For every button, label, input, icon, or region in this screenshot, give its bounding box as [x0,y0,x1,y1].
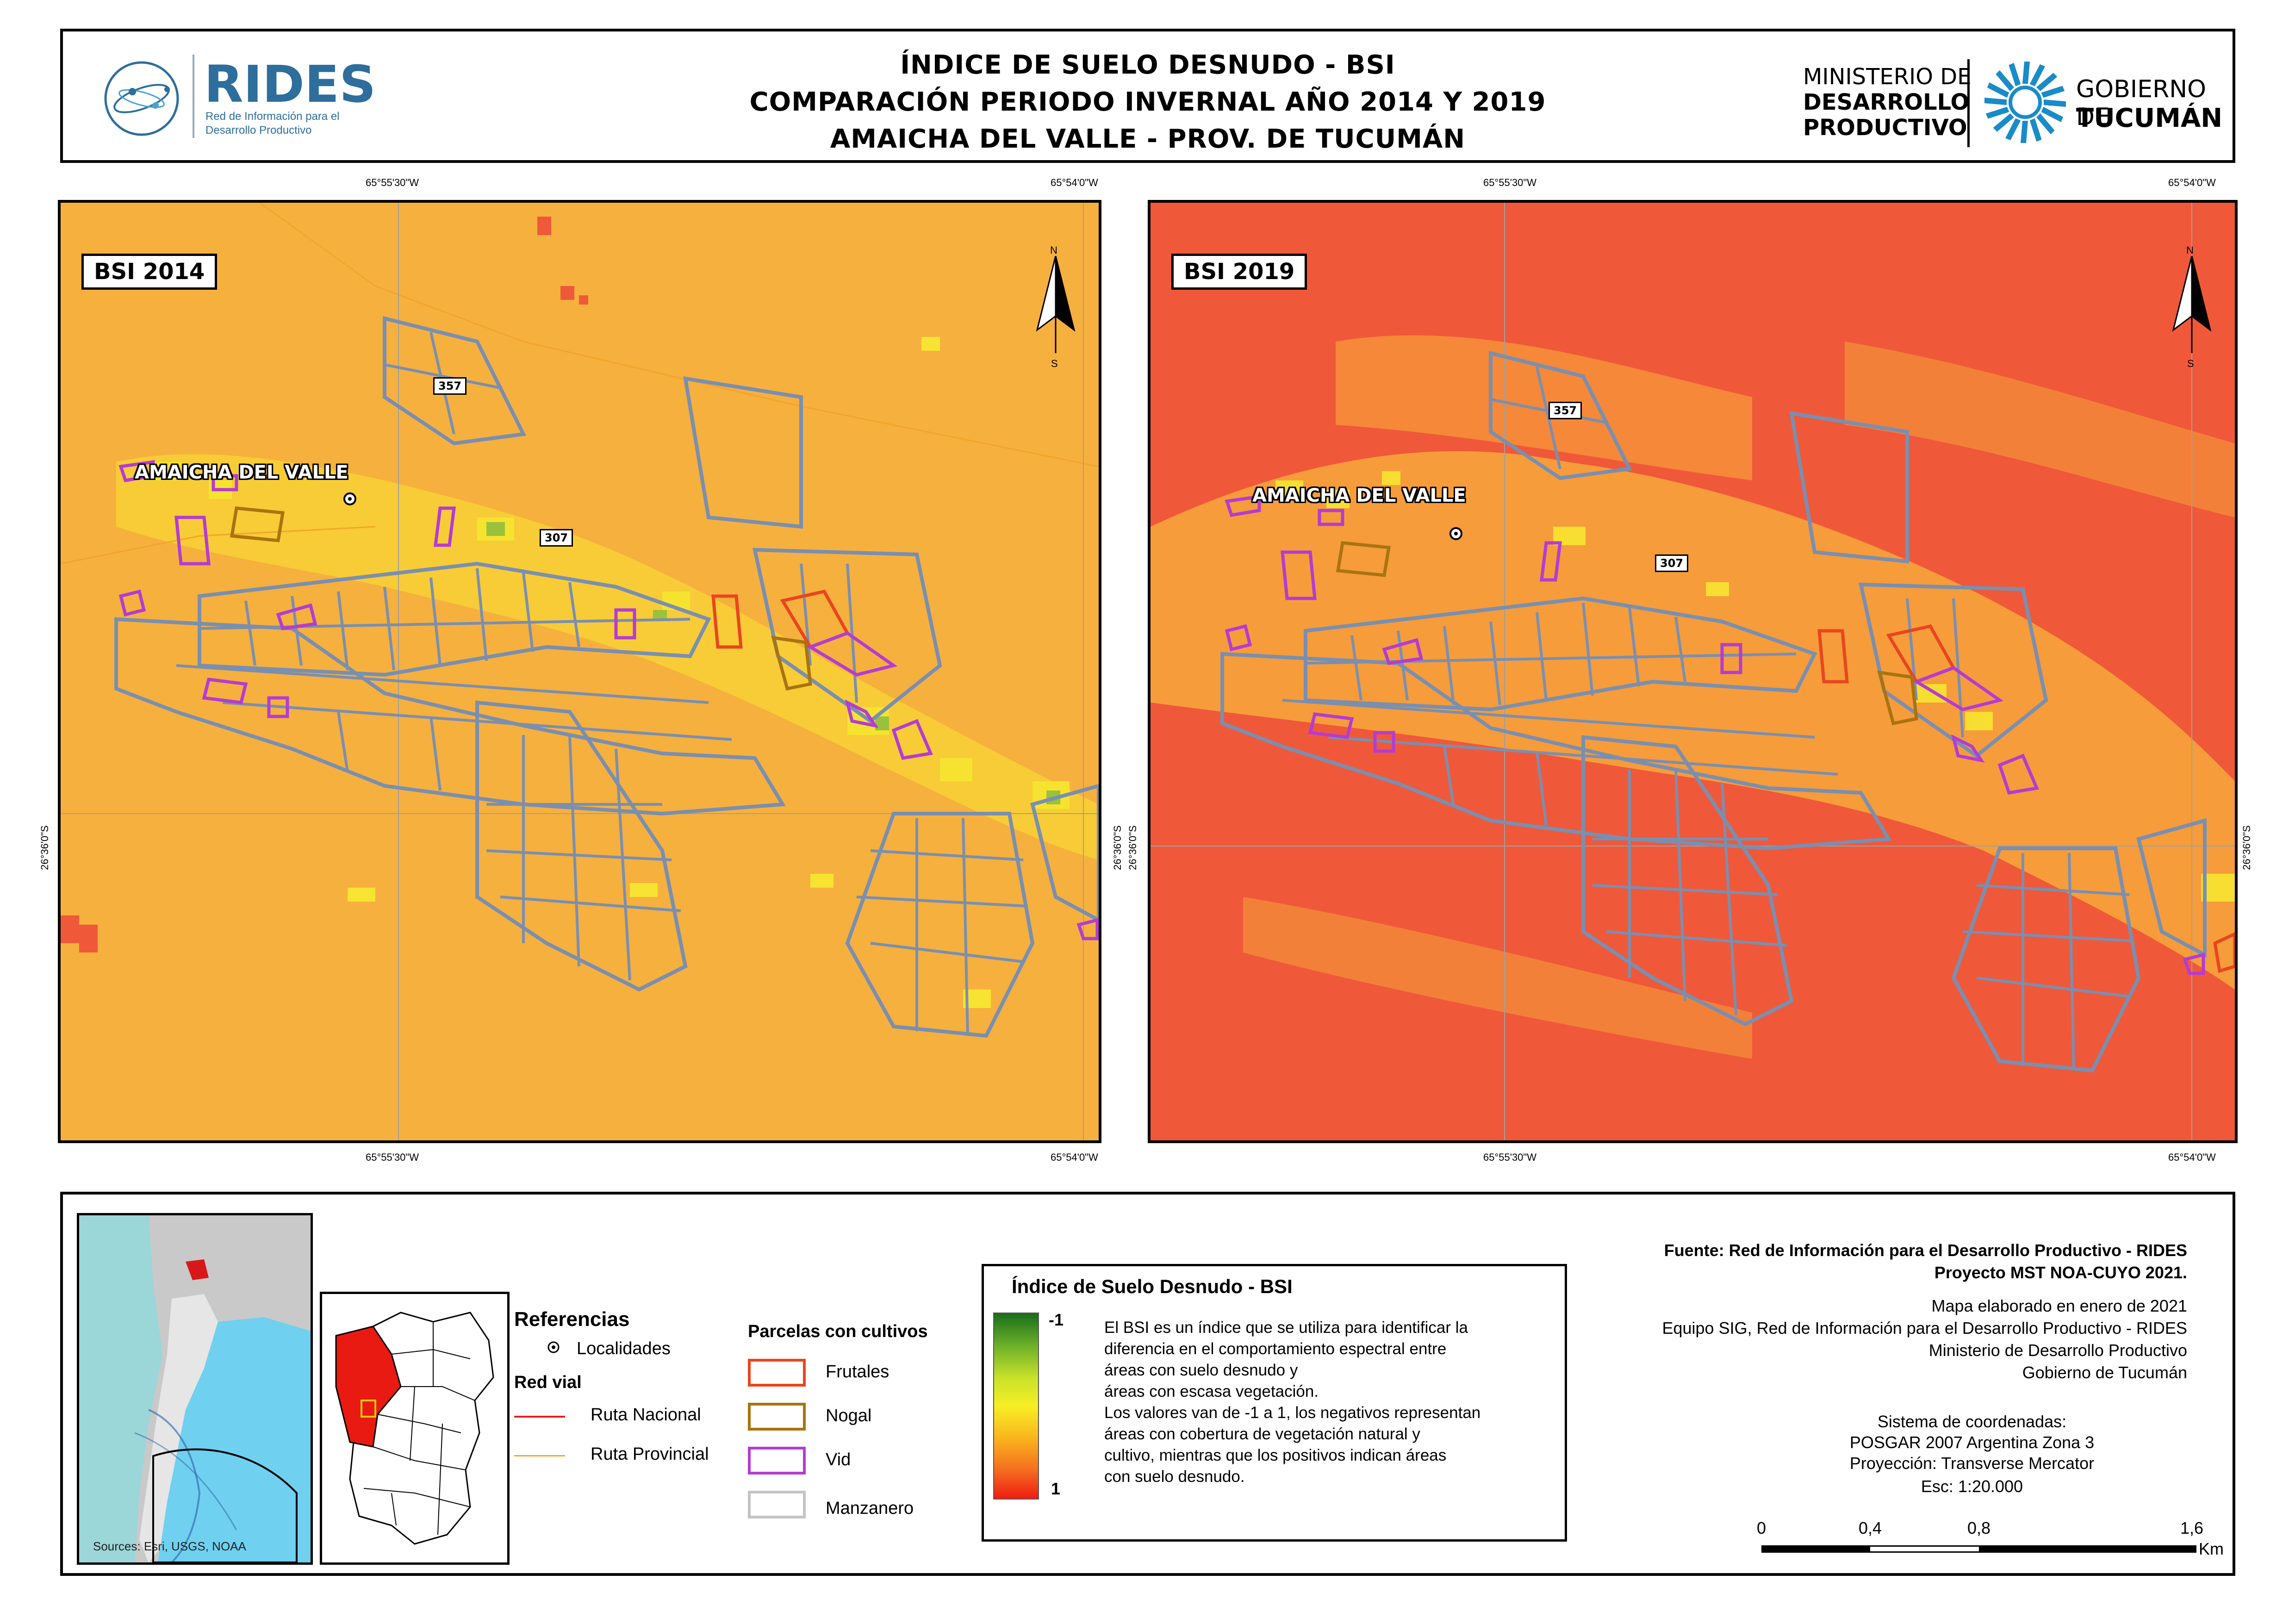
map1-road-307: 307 [540,529,573,547]
bsi-max-label: 1 [1051,1479,1061,1498]
legend-ruta-nacional: Ruta Nacional [591,1405,701,1425]
bsi-legend-box: Índice de Suelo Desnudo - BSI -1 1 El BS… [982,1264,1567,1542]
ministry-line1: MINISTERIO DE [1803,64,1972,90]
ruta-provincial-line [514,1455,565,1456]
map1-coord-top-right: 65°54'0"W [1051,177,1098,188]
map2-coord-left: 26°36'0"S [1127,825,1138,870]
map1-coord-bottom-right: 65°54'0"W [1051,1151,1098,1163]
ministry-line2: DESARROLLO [1803,89,1970,115]
rides-logo: RIDES Red de Información para el Desarro… [100,55,376,143]
title-line-1: ÍNDICE DE SUELO DESNUDO - BSI [900,50,1395,80]
legend-panel: Sources: Esri, USGS, NOAA Referencias Lo… [60,1192,2235,1576]
scale-unit: Km [2199,1539,2224,1558]
map1-coord-bottom-left: 65°55'30"W [366,1151,419,1163]
rides-sub1: Red de Información para el [205,110,340,123]
south-america-map [79,1215,311,1562]
gov-line2: TUCUMÁN [2076,103,2223,133]
map-bsi-2014[interactable]: BSI 2014 357 307 AMAICHA DEL VALLE N S [58,200,1101,1143]
map1-locality-name: AMAICHA DEL VALLE [135,462,348,483]
scale-tick-2: 0,8 [1967,1518,1991,1537]
bsi-color-ramp [993,1313,1039,1500]
credits-ministerio: Ministerio de Desarrollo Productivo [1928,1341,2187,1360]
locality-icon [547,1341,560,1353]
swatch-vid [748,1447,806,1475]
rides-globe-icon [104,61,179,136]
references-title: Referencias [514,1308,630,1331]
ministry-logo: MINISTERIO DE DESARROLLO PRODUCTIVO [1803,59,2223,147]
scale-tick-1: 0,4 [1859,1518,1882,1537]
map2-coord-bottom-left: 65°55'30"W [1483,1151,1536,1163]
ministry-line3: PRODUCTIVO [1803,115,1967,141]
map1-road-357: 357 [433,377,467,395]
north-arrow-icon [1036,256,1076,353]
map2-road-307: 307 [1655,554,1689,572]
inset-south-america[interactable]: Sources: Esri, USGS, NOAA [77,1213,313,1565]
legend-localidades: Localidades [577,1339,671,1358]
map1-coord-top-left: 65°55'30"W [366,177,419,188]
credits-gobierno: Gobierno de Tucumán [2022,1363,2187,1382]
header-frame: RIDES Red de Información para el Desarro… [60,29,2235,163]
map2-coord-bottom-right: 65°54'0"W [2168,1151,2216,1163]
legend-manzanero: Manzanero [826,1499,914,1518]
bsi-legend-title: Índice de Suelo Desnudo - BSI [1012,1276,1293,1297]
credits-fuente-1: Fuente: Red de Información para el Desar… [1664,1241,2187,1260]
coordinate-system-block: Sistema de coordenadas: POSGAR 2007 Arge… [1775,1412,2169,1518]
legend-nogal: Nogal [826,1406,872,1425]
scale-bar: 0 0,4 0,8 1,6 Km [1757,1518,2229,1565]
map2-road-357: 357 [1549,402,1582,419]
map2-coord-top-right: 65°54'0"W [2168,177,2216,188]
scale-tick-0: 0 [1757,1518,1766,1537]
title-line-2: COMPARACIÓN PERIODO INVERNAL AÑO 2014 Y … [749,87,1546,117]
credits-fuente-2: Proyecto MST NOA-CUYO 2021. [1934,1263,2187,1282]
credits-proyeccion: Proyección: Transverse Mercator [1849,1454,2095,1473]
map1-label: BSI 2014 [81,254,218,290]
gov-line1: GOBIERNO DE [2076,75,2207,131]
map1-coord-left: 26°36'0"S [39,825,50,870]
tucuman-departments-map [335,1312,494,1545]
map2-coord-right: 26°36'0"S [2241,825,2252,870]
map2-label: BSI 2019 [1171,254,1307,290]
legend-ruta-provincial: Ruta Provincial [591,1444,709,1464]
credits-elaborado: Mapa elaborado en enero de 2021 [1931,1296,2187,1315]
swatch-manzanero [748,1491,806,1518]
map2-coord-top-left: 65°55'30"W [1483,177,1536,188]
bsi-min-label: -1 [1049,1310,1064,1329]
north-arrow-icon [2172,256,2212,353]
rides-sub2: Desarrollo Productivo [205,124,312,137]
map1-coord-right: 26°36'0"S [1112,825,1123,870]
credits-equipo: Equipo SIG, Red de Información para el D… [1662,1319,2187,1338]
legend-red-vial: Red vial [514,1373,582,1392]
legend-vid: Vid [826,1450,851,1469]
scale-tick-3: 1,6 [2180,1518,2204,1537]
credits-sistema: Sistema de coordenadas: [1877,1412,2067,1431]
parcelas-title: Parcelas con cultivos [748,1322,928,1341]
map1-north-arrow: N S [1032,244,1079,369]
map2-north-arrow: N S [2169,244,2215,369]
credits-block: Fuente: Red de Información para el Desar… [1586,1241,2187,1426]
gobierno-sun-icon [1984,62,2066,143]
inset-tucuman[interactable] [320,1292,510,1565]
inset-sources: Sources: Esri, USGS, NOAA [93,1539,246,1553]
credits-escala: Esc: 1:20.000 [1921,1477,2023,1496]
bsi-description: El BSI es un índice que se utiliza para … [1104,1319,1481,1486]
swatch-frutales [748,1359,806,1387]
title-line-3: AMAICHA DEL VALLE - PROV. DE TUCUMÁN [830,124,1466,154]
swatch-nogal [748,1403,806,1431]
legend-frutales: Frutales [826,1362,889,1381]
credits-posgar: POSGAR 2007 Argentina Zona 3 [1849,1433,2095,1452]
rides-name: RIDES [204,55,376,114]
map2-locality-name: AMAICHA DEL VALLE [1252,485,1466,506]
map-bsi-2019[interactable]: BSI 2019 357 307 AMAICHA DEL VALLE N S [1148,200,2238,1143]
map2-raster [1151,203,2235,1140]
ruta-nacional-line [514,1416,565,1418]
map1-raster [61,203,1099,1140]
